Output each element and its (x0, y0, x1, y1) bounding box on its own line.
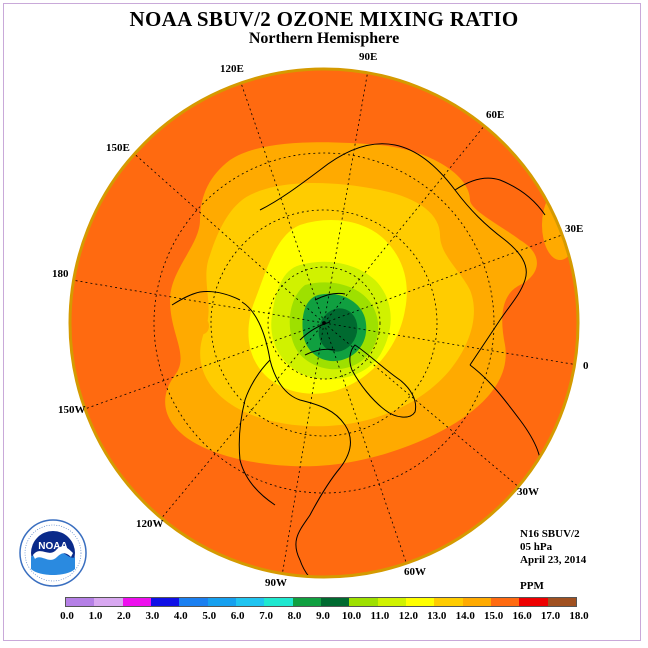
lon-label-120e: 120E (220, 63, 244, 75)
figure-frame (3, 3, 641, 641)
colorbar-segment (462, 598, 491, 606)
map-title: NOAA SBUV/2 OZONE MIXING RATIO (129, 7, 519, 31)
coastlines (171, 143, 546, 577)
colorbar-segment (405, 598, 435, 606)
unit-label: PPM (520, 580, 544, 592)
colorbar-segment (207, 598, 236, 606)
colorbar-segment (547, 598, 576, 606)
colorbar-tick-label: 1.0 (88, 610, 103, 622)
colorbar-tick-label: 8.0 (287, 610, 302, 622)
lon-label-180: 180 (52, 268, 69, 280)
colorbar-segment (264, 598, 293, 606)
ozone-zone-10 (318, 308, 358, 352)
colorbar-tick-label: 15.0 (484, 610, 504, 622)
logo-text: NOAA (38, 541, 67, 552)
colorbar-segment (150, 598, 180, 606)
dataset-info: N16 SBUV/2 05 hPa April 23, 2014 PPM (520, 528, 586, 593)
ozone-patch (197, 318, 209, 334)
colorbar-tick-label: 12.0 (398, 610, 418, 622)
colorbar-tick-label: 6.0 (230, 610, 245, 622)
colorbar-tick-label: 3.0 (145, 610, 160, 622)
lon-label-0: 0 (583, 360, 589, 372)
colorbar-tick-label: 5.0 (202, 610, 217, 622)
lon-label-150w: 150W (58, 404, 86, 416)
colorbar-tick-label: 4.0 (173, 610, 188, 622)
colorbar-segment (490, 598, 520, 606)
colorbar-tick-label: 7.0 (259, 610, 273, 622)
colorbar-segment (377, 598, 406, 606)
latitude-circles (153, 152, 495, 494)
map-outline (68, 67, 580, 579)
colorbar-tick-label: 11.0 (370, 610, 390, 622)
lon-label-60e: 60E (486, 109, 505, 121)
colorbar-segment (179, 598, 208, 606)
colorbar-tick-label: 16.0 (512, 610, 532, 622)
lon-label-30e: 30E (565, 223, 584, 235)
colorbar (65, 597, 577, 607)
colorbar-segment (66, 598, 95, 606)
colorbar-tick-label: 10.0 (341, 610, 362, 622)
map-subtitle: Northern Hemisphere (248, 30, 400, 47)
noaa-logo: NOAA (19, 519, 87, 587)
lon-label-30w: 30W (517, 486, 539, 498)
lon-label-150e: 150E (106, 142, 130, 154)
lon-label-120w: 120W (136, 518, 164, 530)
meridians (71, 69, 578, 577)
observation-date: April 23, 2014 (520, 554, 587, 566)
colorbar-tick-label: 13.0 (427, 610, 447, 622)
colorbar-segment (349, 598, 378, 606)
colorbar-segment (235, 598, 265, 606)
lon-label-90e: 90E (359, 51, 378, 63)
colorbar-tick-label: 18.0 (569, 610, 589, 622)
colorbar-segment (292, 598, 321, 606)
colorbar-segment (94, 598, 123, 606)
satellite-instrument: N16 SBUV/2 (520, 528, 580, 540)
ozone-field (70, 69, 578, 577)
colorbar-tick-label: 2.0 (117, 610, 131, 622)
colorbar-segment (519, 598, 548, 606)
colorbar-tick-label: 14.0 (455, 610, 475, 622)
colorbar-tick-label: 17.0 (540, 610, 561, 622)
pressure-level: 05 hPa (520, 541, 553, 553)
lon-label-60w: 60W (404, 566, 426, 578)
colorbar-tick-label: 9.0 (316, 610, 330, 622)
colorbar-tick-label: 0.0 (60, 610, 74, 622)
colorbar-segment (434, 598, 463, 606)
colorbar-segment (122, 598, 151, 606)
colorbar-segment (320, 598, 350, 606)
lon-label-90w: 90W (265, 577, 287, 589)
